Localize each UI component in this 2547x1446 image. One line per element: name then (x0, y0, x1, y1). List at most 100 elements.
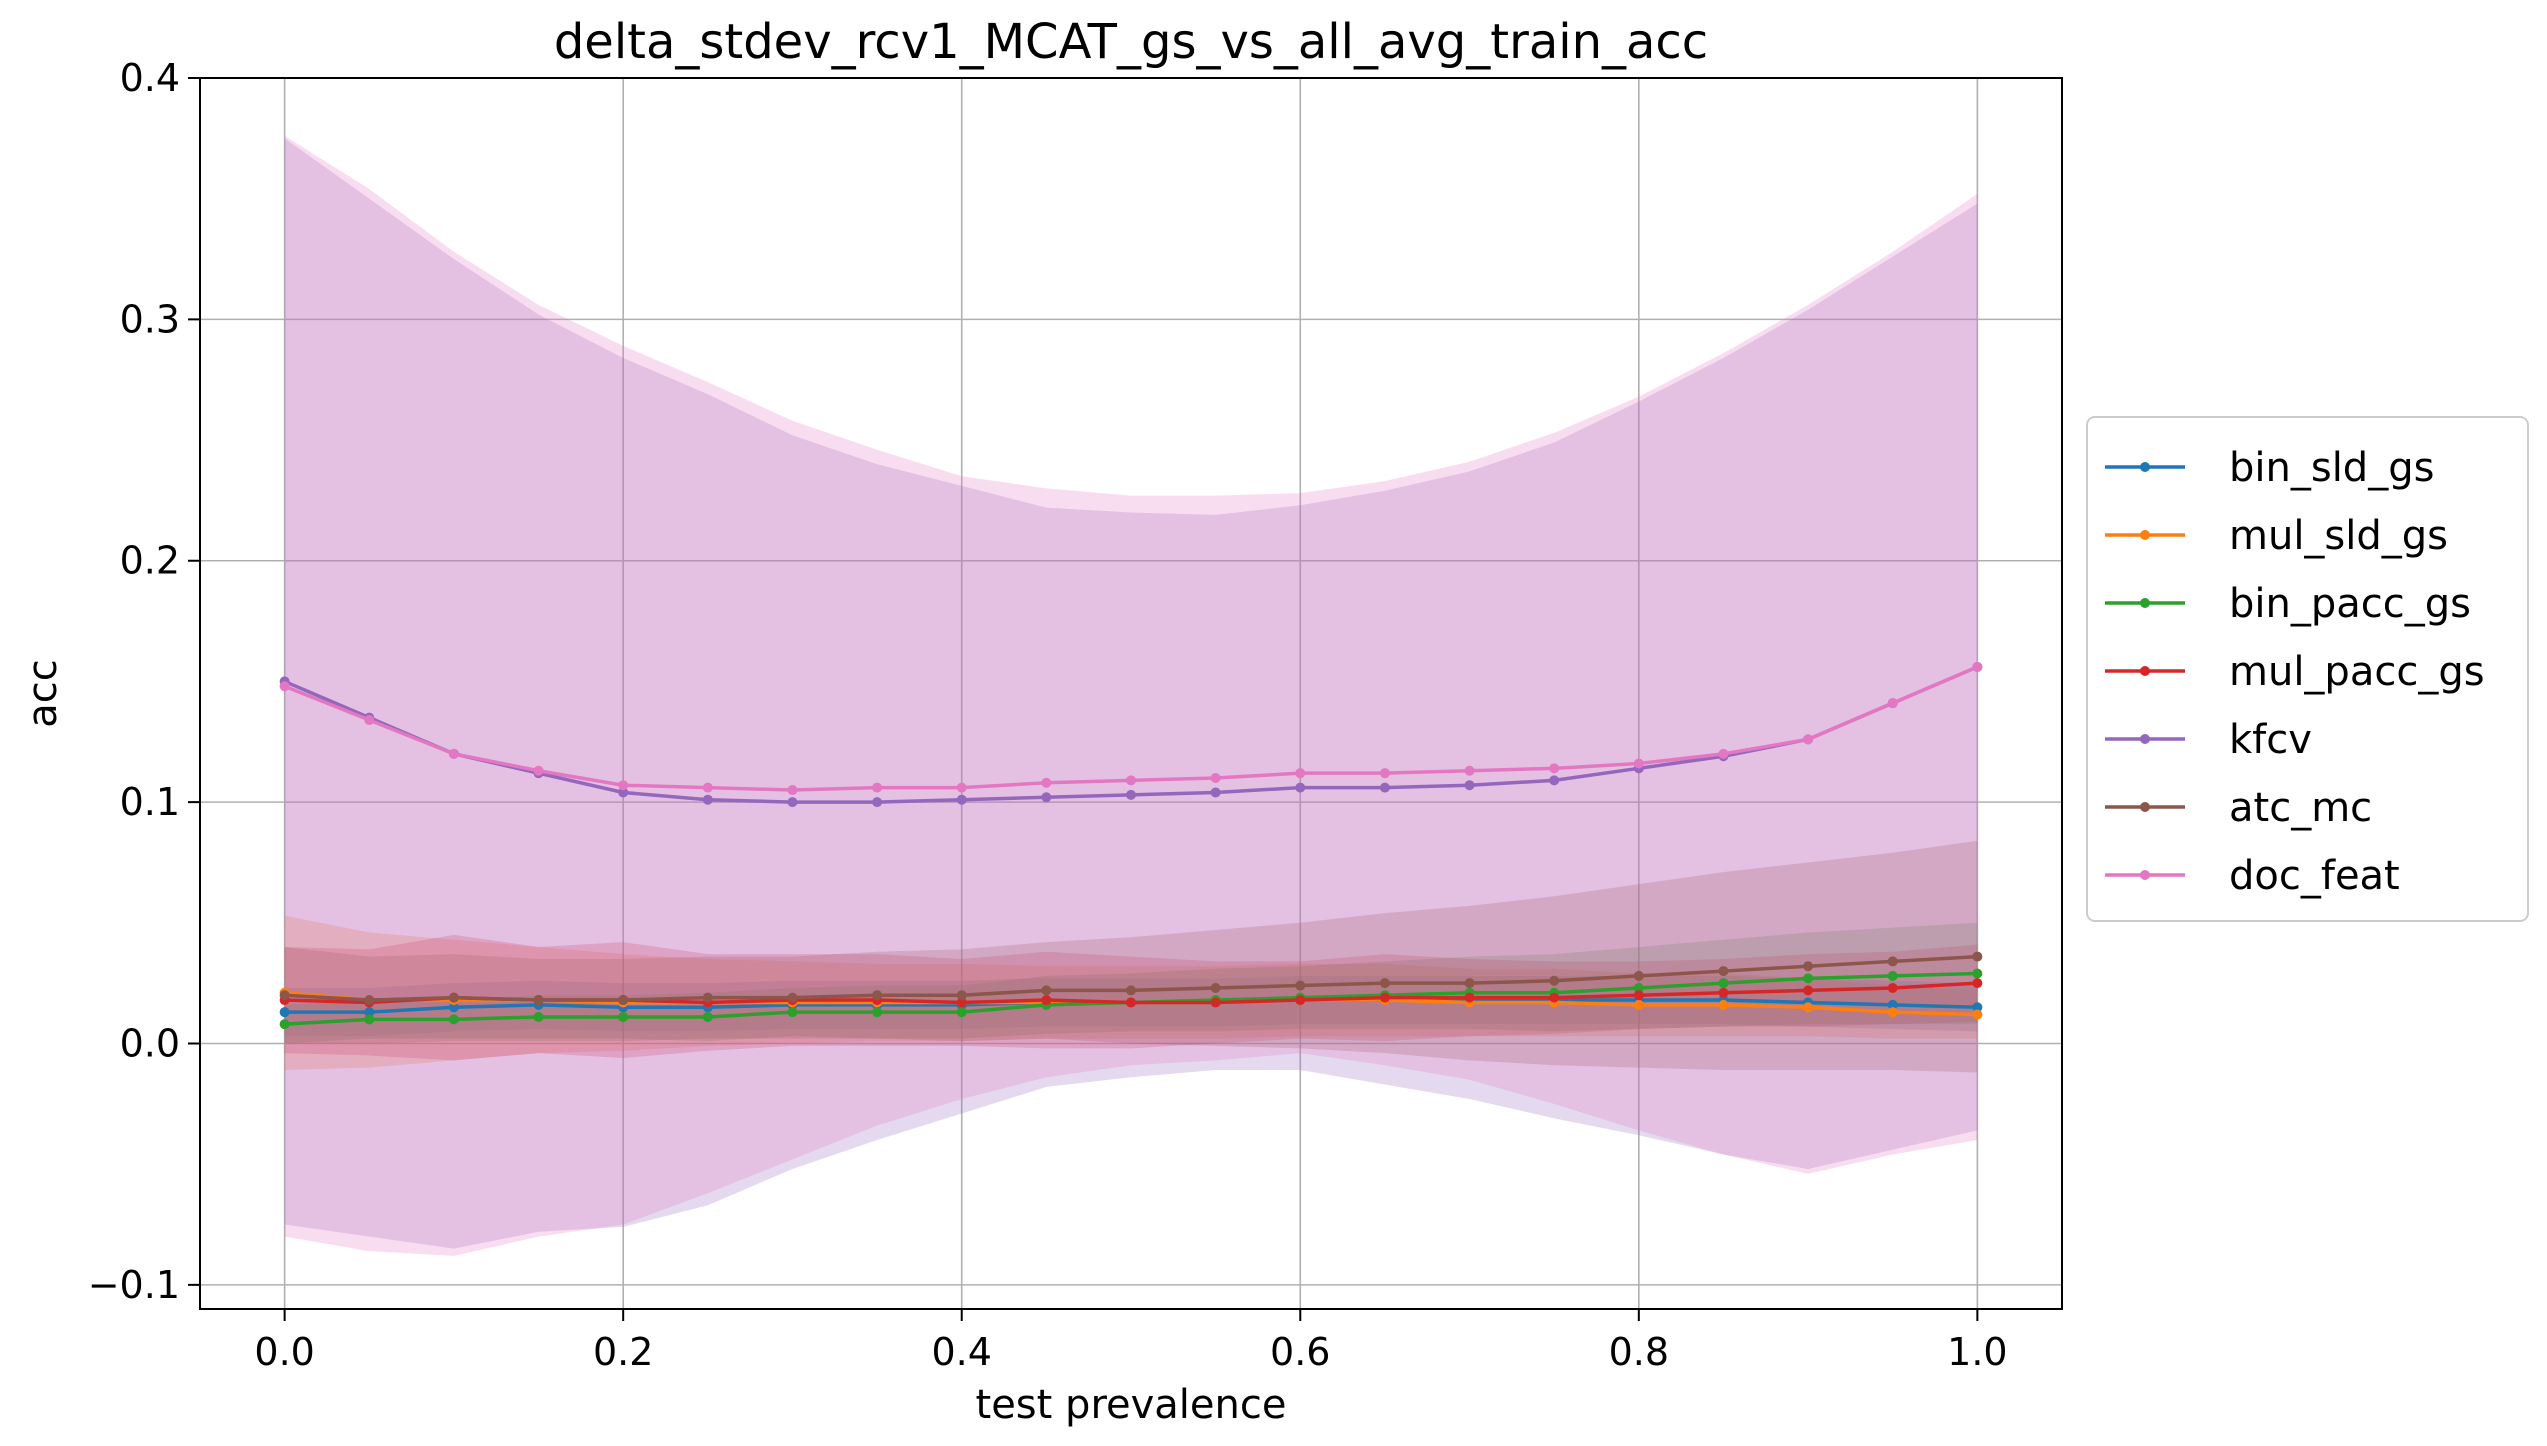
point-doc_feat (1803, 734, 1814, 745)
point-atc_mc (1379, 978, 1390, 989)
point-atc_mc (702, 992, 713, 1003)
point-bin_pacc_gs (1887, 970, 1898, 981)
legend-entry: doc_feat (2105, 853, 2400, 899)
point-bin_pacc_gs (1633, 982, 1644, 993)
legend-swatch-marker (2140, 530, 2150, 540)
point-kfcv (956, 794, 967, 805)
point-mul_sld_gs (1633, 999, 1644, 1010)
point-mul_pacc_gs (1464, 992, 1475, 1003)
point-bin_sld_gs (448, 1002, 459, 1013)
point-doc_feat (1210, 772, 1221, 783)
point-kfcv (618, 787, 629, 798)
point-doc_feat (1464, 765, 1475, 776)
point-bin_pacc_gs (279, 1019, 290, 1030)
point-atc_mc (956, 990, 967, 1001)
point-kfcv (1464, 780, 1475, 791)
legend-swatch-marker (2140, 734, 2150, 744)
series-atc_mc (279, 951, 1983, 1006)
point-doc_feat (1041, 777, 1052, 788)
legend-label: doc_feat (2229, 853, 2400, 899)
legend-entry: mul_pacc_gs (2105, 649, 2485, 695)
legend-label: kfcv (2229, 717, 2312, 763)
point-bin_pacc_gs (1803, 973, 1814, 984)
legend: bin_sld_gs mul_sld_gs bin_pacc_gs mul_pacc_… (2086, 416, 2529, 922)
y-tick-label: 0.0 (120, 1021, 180, 1065)
point-mul_pacc_gs (956, 997, 967, 1008)
point-kfcv (1041, 792, 1052, 803)
point-atc_mc (1464, 978, 1475, 989)
point-bin_pacc_gs (1972, 968, 1983, 979)
point-atc_mc (1041, 985, 1052, 996)
point-bin_pacc_gs (956, 1007, 967, 1018)
y-tick-label: 0.4 (120, 56, 180, 100)
point-kfcv (1210, 787, 1221, 798)
point-kfcv (1549, 775, 1560, 786)
point-atc_mc (364, 995, 375, 1006)
legend-entry: bin_pacc_gs (2105, 581, 2471, 627)
point-kfcv (872, 797, 883, 808)
point-mul_pacc_gs (1295, 995, 1306, 1006)
point-atc_mc (618, 995, 629, 1006)
point-mul_pacc_gs (1041, 995, 1052, 1006)
point-doc_feat (448, 748, 459, 759)
y-tick-label: 0.1 (120, 780, 180, 824)
point-mul_pacc_gs (1972, 978, 1983, 989)
point-atc_mc (1718, 966, 1729, 977)
legend-swatch-marker (2140, 462, 2150, 472)
point-mul_sld_gs (1718, 999, 1729, 1010)
point-atc_mc (1972, 951, 1983, 962)
point-atc_mc (1887, 956, 1898, 967)
point-doc_feat (1549, 763, 1560, 774)
y-tick-label: 0.2 (120, 539, 180, 583)
point-doc_feat (618, 780, 629, 791)
series-lines (279, 661, 1983, 1030)
point-bin_pacc_gs (872, 1007, 883, 1018)
point-bin_pacc_gs (448, 1014, 459, 1025)
point-mul_pacc_gs (1887, 982, 1898, 993)
point-doc_feat (1718, 748, 1729, 759)
point-doc_feat (872, 782, 883, 793)
point-mul_pacc_gs (1633, 990, 1644, 1001)
legend-label: mul_sld_gs (2229, 513, 2448, 559)
y-tick-label: 0.3 (120, 297, 180, 341)
point-atc_mc (279, 990, 290, 1001)
point-doc_feat (1633, 758, 1644, 769)
point-atc_mc (1803, 961, 1814, 972)
legend-swatch-marker (2140, 666, 2150, 676)
legend-entry: mul_sld_gs (2105, 513, 2448, 559)
point-kfcv (1126, 789, 1136, 800)
point-doc_feat (279, 681, 290, 692)
point-kfcv (1295, 782, 1306, 793)
point-bin_sld_gs (364, 1007, 375, 1018)
legend-box (2086, 416, 2529, 922)
point-doc_feat (1379, 768, 1390, 779)
band-kfcv (284, 138, 1978, 1249)
point-atc_mc (533, 995, 544, 1006)
legend-label: atc_mc (2229, 785, 2372, 831)
point-doc_feat (1126, 775, 1136, 786)
point-bin_pacc_gs (533, 1011, 544, 1022)
x-tick-label: 0.0 (254, 1330, 314, 1374)
plot-frame (199, 77, 2063, 1310)
x-tick-label: 0.8 (1609, 1330, 1669, 1374)
legend-swatch-marker (2140, 802, 2150, 812)
point-bin_pacc_gs (787, 1007, 798, 1018)
point-bin_pacc_gs (364, 1014, 375, 1025)
legend-label: mul_pacc_gs (2229, 649, 2485, 695)
y-axis-label: acc (20, 659, 66, 728)
point-atc_mc (448, 992, 459, 1003)
legend-entry: kfcv (2105, 717, 2312, 763)
point-doc_feat (364, 715, 375, 726)
point-mul_pacc_gs (1126, 997, 1136, 1008)
point-mul_pacc_gs (1379, 992, 1390, 1003)
point-mul_pacc_gs (1549, 992, 1560, 1003)
point-doc_feat (787, 785, 798, 796)
legend-swatch-marker (2140, 598, 2150, 608)
point-doc_feat (1295, 768, 1306, 779)
point-atc_mc (1210, 982, 1221, 993)
point-bin_sld_gs (279, 1007, 290, 1018)
point-kfcv (787, 797, 798, 808)
point-doc_feat (1887, 698, 1898, 709)
x-tick-label: 0.6 (1270, 1330, 1330, 1374)
